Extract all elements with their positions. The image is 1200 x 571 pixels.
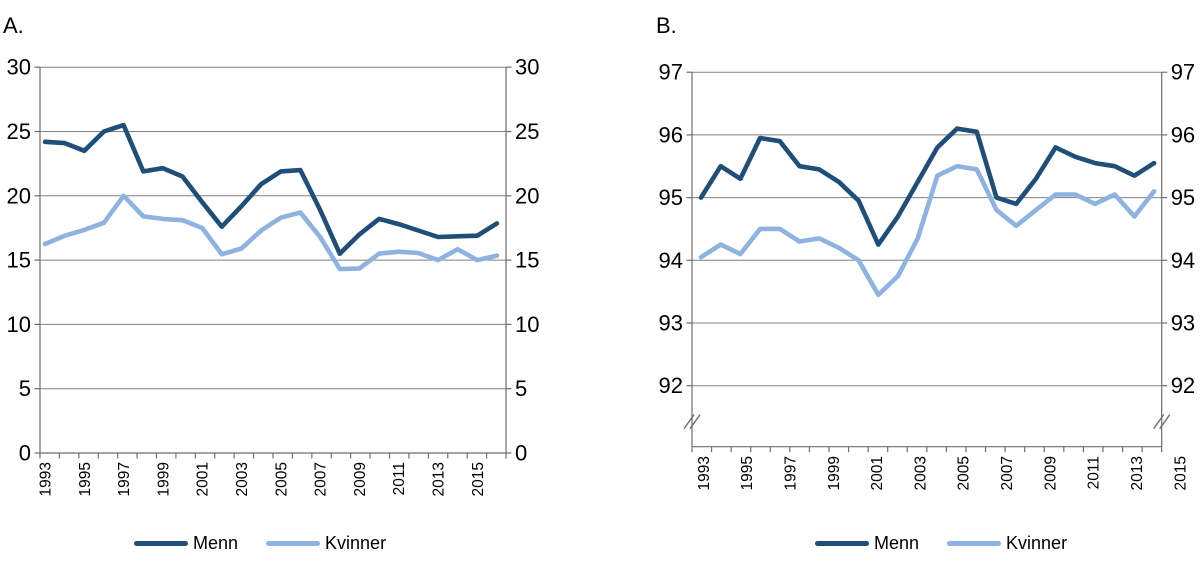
kvinner-line: [698, 163, 1157, 298]
x-axis-year-label: 1997: [116, 462, 133, 496]
x-axis-year-label: 2003: [912, 456, 929, 490]
y-axis-label-right: 93: [1171, 311, 1195, 336]
kvinner-line-swatch: [947, 540, 1002, 547]
kvinner-legend-label: Kvinner: [325, 533, 387, 553]
panel-a-title: A.: [3, 13, 24, 38]
y-axis-label-left: 95: [659, 185, 683, 210]
axis-break-mark: [1153, 414, 1165, 430]
x-axis-year-label: 1993: [696, 456, 713, 490]
axis-break-mark: [683, 414, 695, 430]
y-axis-label-right: 20: [515, 183, 539, 208]
y-axis-label-right: 5: [515, 376, 527, 401]
y-axis-label-left: 96: [659, 122, 683, 147]
menn-line: [698, 126, 1157, 247]
menn-legend-label: Menn: [874, 533, 920, 553]
y-axis-label-left: 20: [7, 183, 31, 208]
y-axis-label-left: 10: [7, 312, 31, 337]
panel-b-title: B.: [656, 13, 677, 38]
y-axis-label-right: 30: [515, 55, 539, 80]
y-axis-label-left: 97: [659, 60, 683, 85]
x-axis-year-label: 2013: [1129, 456, 1146, 490]
y-axis-label-right: 92: [1171, 373, 1195, 398]
legend-panel-b: Menn Kvinner: [815, 533, 1067, 554]
y-axis-label-left: 94: [659, 248, 683, 273]
x-axis-year-label: 2013: [431, 462, 448, 496]
y-axis-label-left: 92: [659, 373, 683, 398]
x-axis-year-label: 2001: [195, 462, 212, 496]
x-axis-year-label: 2005: [956, 456, 973, 490]
y-axis-label-right: 0: [515, 441, 527, 466]
x-axis-year-label: 2009: [352, 462, 369, 496]
kvinner-line: [42, 193, 500, 272]
axis-break-mark: [1159, 414, 1171, 430]
x-axis-year-label: 1997: [782, 456, 799, 490]
x-axis-year-label: 2001: [869, 456, 886, 490]
x-axis-year-label: 2011: [1086, 456, 1103, 489]
y-axis-label-left: 0: [19, 441, 31, 466]
menn-legend-label: Menn: [193, 533, 239, 553]
x-axis-year-label: 2015: [470, 462, 487, 496]
menn-line: [42, 122, 500, 256]
y-axis-label-right: 10: [515, 312, 539, 337]
x-axis-year-label: 1995: [739, 456, 756, 490]
x-axis-year-label: 2005: [273, 462, 290, 496]
y-axis-label-right: 96: [1171, 122, 1195, 147]
y-axis-label-right: 15: [515, 248, 539, 273]
y-axis-label-left: 25: [7, 119, 31, 144]
x-axis-year-label: 2007: [313, 462, 330, 496]
menn-line-swatch: [134, 540, 188, 547]
x-axis-year-label: 2003: [234, 462, 251, 496]
kvinner-legend-label: Kvinner: [1006, 533, 1068, 553]
x-axis-year-label: 1999: [155, 462, 172, 496]
x-axis-year-label: 2007: [999, 456, 1016, 490]
axis-break-mark: [689, 414, 701, 430]
x-axis-year-label: 1993: [38, 462, 55, 496]
y-axis-label-right: 25: [515, 119, 539, 144]
kvinner-line-swatch: [266, 540, 321, 547]
y-axis-label-left: 30: [7, 55, 31, 80]
y-axis-label-left: 93: [659, 311, 683, 336]
y-axis-label-left: 15: [7, 248, 31, 273]
x-axis-year-label: 2009: [1042, 456, 1059, 490]
x-axis-year-label: 2011: [391, 462, 408, 495]
y-axis-label-right: 97: [1171, 60, 1195, 85]
legend-panel-a: Menn Kvinner: [134, 533, 386, 554]
x-axis-year-label: 1999: [826, 456, 843, 490]
x-axis-year-label: 2015: [1172, 456, 1189, 490]
x-axis-year-label: 1995: [77, 462, 94, 496]
y-axis-label-left: 5: [19, 376, 31, 401]
menn-line-swatch: [815, 540, 869, 547]
y-axis-label-right: 94: [1171, 248, 1195, 273]
y-axis-label-right: 95: [1171, 185, 1195, 210]
